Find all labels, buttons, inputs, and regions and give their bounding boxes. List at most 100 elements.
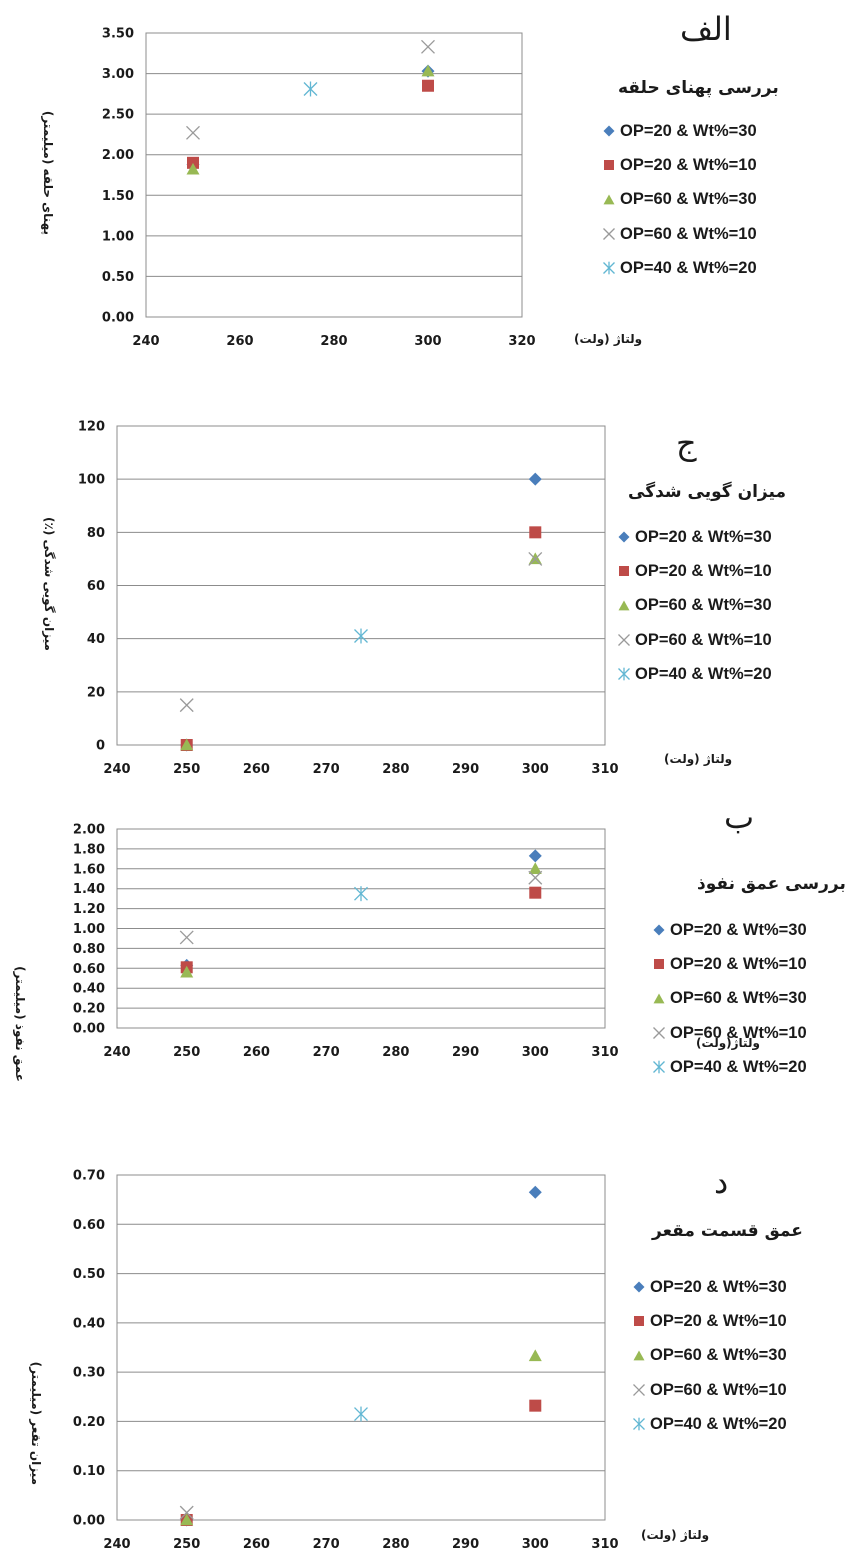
y-tick-label: 3.50 (102, 27, 134, 42)
legend-marker-icon (633, 1281, 645, 1293)
legend-item: OP=60 & Wt%=10 (652, 1016, 807, 1050)
data-point (529, 886, 542, 899)
data-point (179, 930, 194, 945)
legend-item: OP=40 & Wt%=20 (602, 251, 757, 285)
x-tick-label: 250 (173, 1537, 200, 1552)
x-tick-label: 260 (243, 762, 270, 777)
chart-panel-1: 0.00 0.50 1.00 1.50 2.00 2.50 3.00 3.50 240 260 28… (0, 0, 862, 360)
legend-label: OP=60 & Wt%=10 (650, 1380, 787, 1399)
legend-marker-icon (618, 668, 630, 681)
x-tick-label: 280 (382, 1537, 409, 1552)
legend-item: OP=20 & Wt%=10 (632, 1304, 787, 1338)
legend-item: OP=20 & Wt%=30 (652, 913, 807, 947)
x-tick-label: 300 (522, 762, 549, 777)
data-point (179, 698, 194, 713)
x-tick-label: 240 (103, 1537, 130, 1552)
y-tick-label: 0.60 (73, 1218, 105, 1233)
legend-item: OP=20 & Wt%=10 (652, 947, 807, 981)
y-tick-label: 40 (87, 632, 105, 647)
y-axis-label: عمق نفوذ (میلیمتر) (13, 966, 27, 1082)
panel-letter: د (714, 1163, 729, 1201)
legend-marker (653, 1027, 665, 1039)
legend-marker (633, 1350, 645, 1361)
legend-label: OP=60 & Wt%=30 (650, 1346, 787, 1365)
legend-marker-icon (633, 1384, 645, 1396)
x-tick-label: 280 (320, 334, 347, 349)
legend-item: OP=60 & Wt%=10 (632, 1373, 787, 1407)
x-tick-label: 280 (382, 1045, 409, 1060)
y-tick-label: 0.30 (73, 1366, 105, 1381)
legend-item: OP=20 & Wt%=30 (617, 520, 772, 554)
panel-letter: الف (680, 10, 732, 48)
chart-panel-2: 0 20 40 60 80 100 120 240 250 260 270 280 290 300 310 … (0, 400, 862, 795)
legend-item: OP=60 & Wt%=30 (617, 589, 772, 623)
x-tick-label: 290 (452, 1045, 479, 1060)
y-tick-label: 0.70 (73, 1169, 105, 1184)
legend-marker (618, 531, 630, 543)
x-tick-label: 300 (522, 1537, 549, 1552)
y-tick-label: 1.60 (73, 862, 105, 877)
y-axis-label: پهنای حلقه (میلیمتر) (41, 110, 55, 235)
legend: OP=20 & Wt%=30 OP=20 & Wt%=10 OP=60 & Wt… (602, 114, 757, 285)
legend-marker (653, 924, 665, 936)
legend-marker-icon (603, 194, 615, 205)
x-tick-label: 290 (452, 762, 479, 777)
legend-label: OP=60 & Wt%=30 (620, 190, 757, 209)
x-tick-label: 290 (452, 1537, 479, 1552)
data-point (528, 1349, 542, 1362)
legend-marker (619, 566, 629, 577)
data-point (528, 1185, 542, 1199)
legend-marker (618, 600, 630, 611)
panel-letter: ب (724, 798, 755, 836)
legend-marker (634, 1316, 644, 1327)
y-tick-label: 2.00 (73, 823, 105, 838)
x-tick-label: 240 (132, 334, 159, 349)
legend-item: OP=60 & Wt%=10 (602, 217, 757, 251)
legend-label: OP=40 & Wt%=20 (650, 1414, 787, 1433)
y-tick-label: 0.20 (73, 1415, 105, 1430)
x-tick-label: 310 (591, 762, 618, 777)
legend-marker (653, 993, 665, 1004)
legend-label: OP=60 & Wt%=10 (670, 1023, 807, 1042)
legend-marker (604, 160, 614, 171)
x-tick-label: 240 (103, 1045, 130, 1060)
x-tick-label: 260 (243, 1537, 270, 1552)
legend-marker-icon (603, 228, 615, 240)
data-point (186, 125, 200, 140)
plot-area: 0 20 40 60 80 100 120 240 250 260 270 280 290 300 310 (78, 420, 619, 778)
data-point (354, 886, 368, 902)
legend-item: OP=60 & Wt%=30 (652, 982, 807, 1016)
legend-marker (603, 228, 615, 240)
plot-frame (116, 425, 606, 746)
x-axis-label: ولتاژ (ولت) (574, 332, 643, 346)
y-tick-label: 60 (87, 579, 105, 594)
y-tick-label: 3.00 (102, 67, 134, 82)
x-tick-label: 270 (313, 762, 340, 777)
legend-label: OP=60 & Wt%=30 (635, 596, 772, 615)
y-tick-label: 0.20 (73, 1002, 105, 1017)
legend-label: OP=40 & Wt%=20 (620, 258, 757, 277)
x-tick-label: 320 (508, 334, 535, 349)
y-axis-label: میزان تقعر (میلیمتر) (29, 1361, 43, 1485)
chart-title: بررسی عمق نفوذ (697, 874, 846, 894)
legend-label: OP=60 & Wt%=30 (670, 989, 807, 1008)
legend-marker-icon (603, 125, 615, 137)
legend-marker-icon (618, 600, 630, 611)
legend-label: OP=20 & Wt%=30 (620, 121, 757, 140)
x-tick-label: 270 (313, 1537, 340, 1552)
legend-item: OP=20 & Wt%=10 (617, 554, 772, 588)
legend-marker (653, 1061, 665, 1074)
x-tick-label: 300 (522, 1045, 549, 1060)
data-point (354, 628, 368, 644)
y-tick-label: 120 (78, 420, 105, 435)
y-tick-label: 0.50 (73, 1267, 105, 1282)
legend-marker-icon (619, 566, 629, 577)
data-point (421, 39, 435, 54)
chart-title: بررسی پهنای حلقه (618, 78, 779, 98)
data-point (303, 81, 318, 97)
y-tick-label: 2.50 (102, 108, 134, 123)
y-tick-label: 0.80 (73, 942, 105, 957)
data-point (528, 862, 542, 874)
data-point (421, 64, 435, 77)
legend-label: OP=20 & Wt%=10 (635, 561, 772, 580)
